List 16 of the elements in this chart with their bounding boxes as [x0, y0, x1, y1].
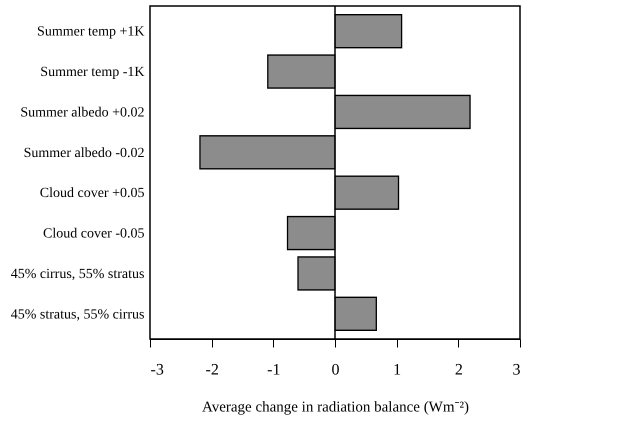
- y-tick-label: 45% cirrus, 55% stratus: [10, 266, 144, 282]
- x-axis-title: Average change in radiation balance (Wm⁻²): [202, 400, 470, 416]
- y-tick-label: Summer albedo +0.02: [20, 105, 144, 120]
- x-tick-label: 3: [512, 362, 520, 378]
- x-tick-label: -2: [206, 362, 219, 378]
- y-tick-label: Cloud cover +0.05: [40, 186, 144, 202]
- x-tick-label: -1: [267, 362, 280, 378]
- y-tick-label: Summer temp +1K: [37, 24, 144, 40]
- y-tick-label: Summer temp -1K: [40, 65, 144, 80]
- y-tick-label: Cloud cover -0.05: [43, 226, 144, 242]
- x-tick-label: 2: [454, 362, 463, 378]
- x-tick-label: -3: [150, 362, 164, 378]
- y-tick-label: 45% stratus, 55% cirrus: [10, 307, 144, 322]
- x-tick-label: 1: [393, 362, 402, 378]
- x-tick-label: 0: [332, 362, 340, 378]
- y-tick-label: Summer albedo -0.02: [24, 146, 144, 161]
